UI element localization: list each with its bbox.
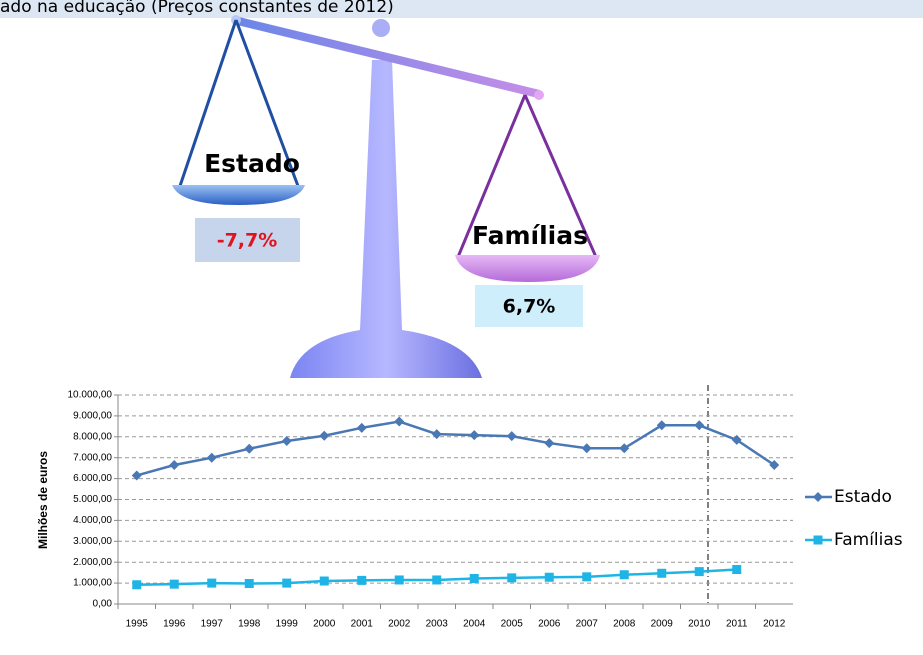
x-tick-label: 2002 (388, 619, 411, 630)
data-point (394, 416, 405, 427)
x-tick-label: 2001 (351, 619, 374, 630)
x-tick-label: 1996 (163, 619, 186, 630)
x-tick-label: 1999 (276, 619, 299, 630)
data-point (619, 570, 629, 580)
data-point (244, 443, 255, 454)
y-axis-label: Milhões de euros (36, 451, 50, 549)
data-point (244, 579, 254, 589)
y-tick-label: 4.000,00 (73, 515, 112, 526)
data-point (506, 431, 517, 442)
x-tick-label: 2011 (726, 619, 748, 630)
data-point (319, 576, 329, 586)
data-point (169, 460, 180, 471)
data-point (694, 567, 704, 577)
data-point (507, 573, 517, 583)
data-point (469, 430, 480, 441)
x-tick-label: 2000 (313, 619, 336, 630)
right-pan-label: Famílias (472, 221, 588, 250)
x-tick-label: 1995 (126, 619, 149, 630)
legend-marker (813, 492, 823, 502)
data-point (356, 422, 367, 433)
data-point (431, 429, 442, 440)
header-title: ado na educação (Preços constantes de 20… (0, 0, 394, 17)
y-tick-label: 0,00 (93, 599, 113, 610)
data-point (207, 578, 217, 588)
left-value: -7,7% (217, 230, 278, 252)
y-tick-label: 9.000,00 (73, 411, 112, 422)
data-point (319, 430, 330, 441)
legend-label: Estado (834, 487, 892, 507)
data-point (732, 565, 742, 575)
y-tick-label: 10.000,00 (68, 390, 113, 401)
data-point (581, 443, 592, 454)
y-tick-label: 2.000,00 (73, 557, 112, 568)
data-point (582, 572, 592, 582)
left-value-box (195, 218, 300, 262)
data-point (656, 420, 667, 431)
data-point (769, 460, 780, 471)
x-tick-label: 2004 (463, 619, 486, 630)
data-point (657, 568, 667, 578)
x-tick-label: 2003 (426, 619, 449, 630)
y-tick-label: 1.000,00 (73, 578, 112, 589)
y-tick-label: 8.000,00 (73, 431, 112, 442)
header-bar (0, 0, 923, 18)
data-point (544, 572, 554, 582)
x-tick-label: 1998 (238, 619, 261, 630)
data-point (357, 575, 367, 585)
data-point (169, 579, 179, 589)
data-point (281, 435, 292, 446)
data-point (132, 580, 142, 590)
x-tick-label: 2005 (501, 619, 524, 630)
x-tick-label: 2009 (651, 619, 674, 630)
data-point (619, 443, 630, 454)
right-value: 6,7% (503, 296, 556, 318)
y-tick-label: 7.000,00 (73, 452, 112, 463)
y-tick-label: 3.000,00 (73, 536, 112, 547)
x-tick-label: 2007 (576, 619, 599, 630)
legend-label: Famílias (834, 530, 903, 550)
data-point (544, 438, 555, 449)
data-point (432, 575, 442, 585)
data-point (469, 574, 479, 584)
data-point (394, 575, 404, 585)
left-pan-label: Estado (204, 149, 300, 178)
x-tick-label: 2006 (538, 619, 561, 630)
y-tick-label: 6.000,00 (73, 473, 112, 484)
x-tick-label: 2008 (613, 619, 636, 630)
y-tick-label: 5.000,00 (73, 494, 112, 505)
x-tick-label: 1997 (201, 619, 224, 630)
right-value-box (475, 285, 583, 327)
data-point (282, 578, 292, 588)
data-point (131, 470, 142, 481)
data-point (694, 420, 705, 431)
legend-marker (813, 535, 823, 545)
x-tick-label: 2012 (763, 619, 786, 630)
series-line (136, 420, 775, 477)
x-tick-label: 2010 (688, 619, 711, 630)
scale-illustration (172, 15, 600, 378)
data-point (731, 434, 742, 445)
data-point (206, 452, 217, 463)
